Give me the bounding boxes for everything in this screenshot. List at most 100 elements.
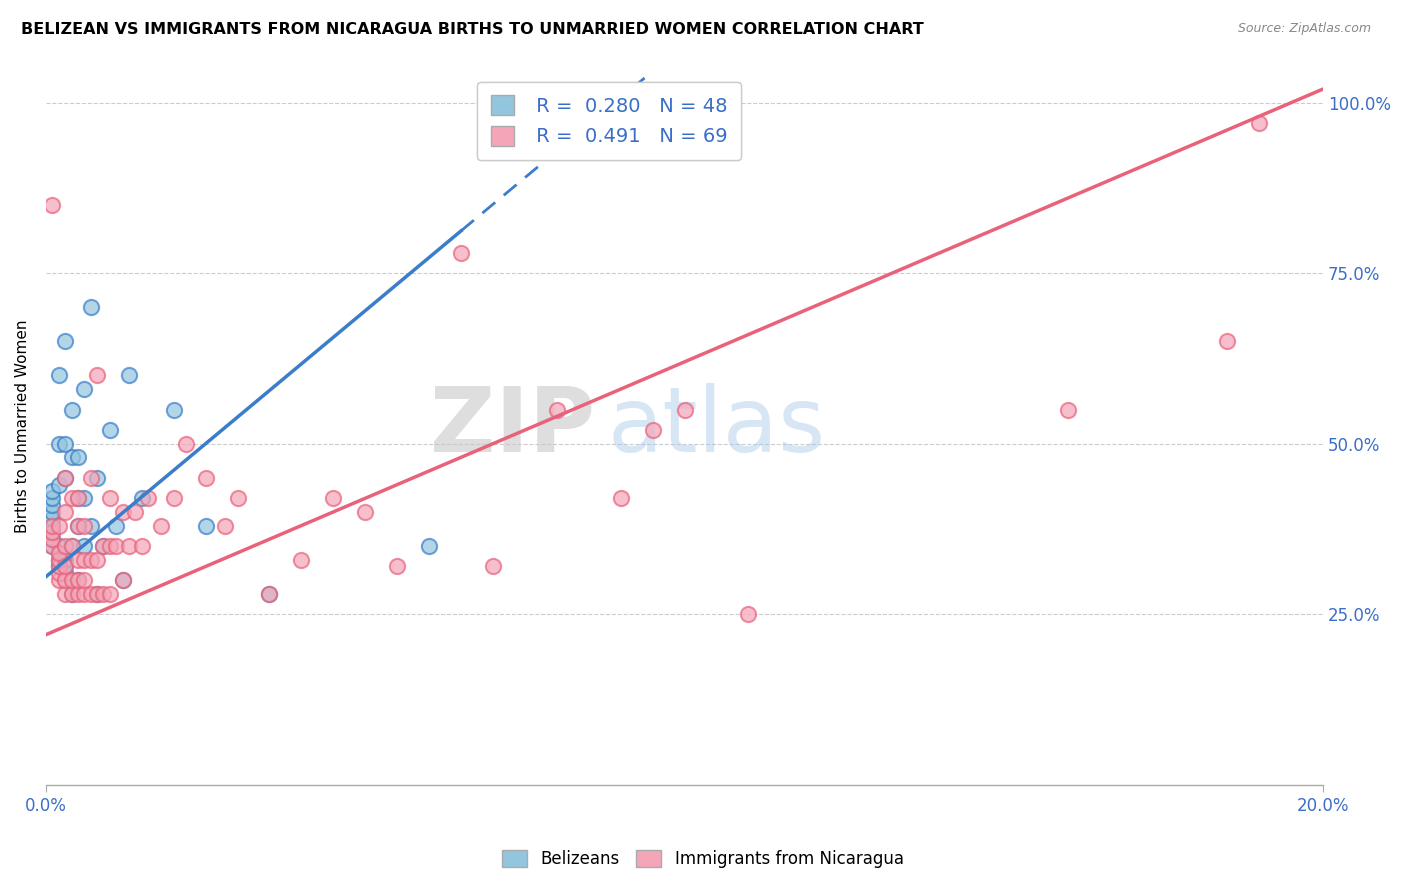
Point [66, 491, 89, 506]
Legend: Belizeans, Immigrants from Nicaragua: Belizeans, Immigrants from Nicaragua [495, 843, 911, 875]
Point [385, 559, 408, 574]
Point [60, 539, 83, 553]
Point [48, 559, 70, 574]
Y-axis label: Births to Unmarried Women: Births to Unmarried Women [15, 320, 30, 533]
Point [53, 436, 76, 450]
Point [609, 491, 631, 506]
Point [1056, 402, 1078, 417]
Point [41, 518, 63, 533]
Point [41, 518, 63, 533]
Point [41, 539, 63, 553]
Point [290, 552, 312, 566]
Point [53, 566, 76, 581]
Point [163, 402, 186, 417]
Point [66, 587, 89, 601]
Text: ZIP: ZIP [430, 383, 595, 471]
Point [98, 423, 121, 437]
Point [41, 525, 63, 540]
Point [322, 491, 344, 506]
Point [48, 566, 70, 581]
Text: BELIZEAN VS IMMIGRANTS FROM NICARAGUA BIRTHS TO UNMARRIED WOMEN CORRELATION CHAR: BELIZEAN VS IMMIGRANTS FROM NICARAGUA BI… [21, 22, 924, 37]
Point [41, 505, 63, 519]
Point [48, 559, 70, 574]
Point [93, 539, 115, 553]
Point [53, 334, 76, 349]
Point [546, 402, 568, 417]
Point [66, 518, 89, 533]
Point [737, 607, 759, 622]
Point [60, 402, 83, 417]
Point [73, 587, 96, 601]
Point [259, 587, 281, 601]
Point [73, 539, 96, 553]
Text: atlas: atlas [607, 383, 827, 471]
Point [149, 518, 172, 533]
Point [53, 471, 76, 485]
Point [86, 552, 108, 566]
Point [86, 587, 108, 601]
Point [73, 552, 96, 566]
Point [66, 573, 89, 587]
Point [226, 491, 249, 506]
Point [73, 491, 96, 506]
Point [1216, 334, 1239, 349]
Point [41, 539, 63, 553]
Point [111, 573, 134, 587]
Point [53, 573, 76, 587]
Point [41, 484, 63, 499]
Point [98, 587, 121, 601]
Point [163, 491, 186, 506]
Point [79, 300, 101, 314]
Point [41, 512, 63, 526]
Point [53, 552, 76, 566]
Point [194, 518, 217, 533]
Point [354, 505, 377, 519]
Point [48, 436, 70, 450]
Point [60, 491, 83, 506]
Point [259, 587, 281, 601]
Point [66, 573, 89, 587]
Point [41, 532, 63, 546]
Point [79, 471, 101, 485]
Point [73, 518, 96, 533]
Point [98, 539, 121, 553]
Point [41, 198, 63, 212]
Point [93, 539, 115, 553]
Point [131, 491, 153, 506]
Point [53, 471, 76, 485]
Point [98, 491, 121, 506]
Point [105, 518, 128, 533]
Point [86, 368, 108, 383]
Point [60, 587, 83, 601]
Point [118, 368, 141, 383]
Point [53, 539, 76, 553]
Point [41, 498, 63, 512]
Text: Source: ZipAtlas.com: Source: ZipAtlas.com [1237, 22, 1371, 36]
Point [111, 573, 134, 587]
Point [194, 471, 217, 485]
Point [53, 559, 76, 574]
Point [73, 382, 96, 396]
Point [641, 423, 664, 437]
Point [136, 491, 159, 506]
Point [118, 539, 141, 553]
Point [673, 402, 696, 417]
Point [48, 518, 70, 533]
Point [48, 552, 70, 566]
Point [66, 518, 89, 533]
Point [48, 539, 70, 553]
Point [450, 245, 472, 260]
Point [60, 587, 83, 601]
Point [124, 505, 146, 519]
Point [105, 539, 128, 553]
Point [482, 559, 505, 574]
Point [73, 573, 96, 587]
Point [79, 552, 101, 566]
Point [48, 552, 70, 566]
Point [48, 477, 70, 491]
Point [214, 518, 236, 533]
Point [48, 368, 70, 383]
Point [41, 525, 63, 540]
Legend:  R =  0.280   N = 48,  R =  0.491   N = 69: R = 0.280 N = 48, R = 0.491 N = 69 [477, 82, 741, 160]
Point [79, 518, 101, 533]
